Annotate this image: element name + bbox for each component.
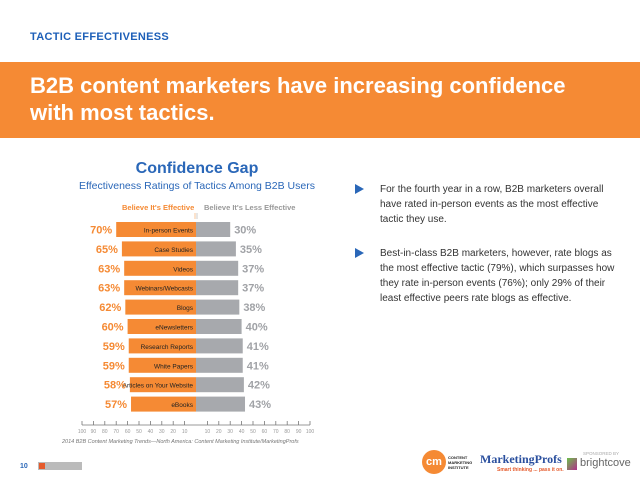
x-tick-label: 70 [113, 429, 119, 435]
bar-category-label: Videos [173, 266, 194, 273]
bar-category-label: eBooks [171, 402, 193, 409]
bar-effective [121, 241, 196, 257]
bar-category-label: Articles on Your Website [123, 383, 194, 390]
badge-icon [39, 463, 45, 469]
bar-less-effective [196, 319, 242, 334]
data-label-effective: 60% [102, 322, 124, 334]
x-tick-label: 80 [102, 429, 108, 435]
bar-category-label: Case Studies [154, 247, 193, 254]
data-label-less-effective: 35% [240, 244, 262, 256]
bar-category-label: Research Reports [141, 344, 194, 351]
marketingprofs-tagline: Smart thinking ... pass it on. [497, 467, 564, 473]
x-tick-label: 100 [78, 429, 87, 435]
bar-effective [124, 280, 196, 296]
x-tick-label: 70 [273, 429, 279, 435]
chart-title: Confidence Gap [135, 160, 259, 177]
x-tick-label: 90 [296, 429, 302, 435]
legend-effective: Believe It's Effective [122, 203, 195, 212]
bar-less-effective [196, 377, 244, 393]
bar-effective [128, 357, 196, 373]
x-tick-label: 90 [91, 429, 97, 435]
chart-subtitle: Effectiveness Ratings of Tactics Among B… [79, 180, 315, 192]
x-tick-label: 80 [284, 429, 290, 435]
data-label-effective: 59% [103, 341, 125, 353]
x-tick-label: 40 [239, 429, 245, 435]
data-label-less-effective: 41% [247, 341, 269, 353]
x-tick-label: 60 [125, 429, 131, 435]
cmi-logo-text: CONTENT MARKETING INSTITUTE [448, 455, 473, 470]
cmi-logo: cm [422, 450, 446, 474]
footer-badge [38, 462, 82, 470]
x-tick-label: 50 [250, 429, 256, 435]
bar-less-effective [196, 357, 243, 373]
bar-effective [128, 338, 196, 354]
bar-less-effective [196, 338, 243, 354]
bar-less-effective [196, 396, 246, 412]
data-label-effective: 70% [90, 225, 112, 237]
x-tick-label: 10 [205, 429, 211, 435]
bar-effective [124, 260, 196, 276]
data-label-effective: 62% [99, 302, 121, 314]
arrow-icon [355, 184, 364, 194]
x-tick-label: 30 [159, 429, 165, 435]
bullet-2: Best-in-class B2B marketers, however, ra… [355, 246, 615, 306]
bar-category-label: In-person Events [144, 228, 194, 235]
data-label-effective: 59% [103, 360, 125, 372]
bar-less-effective [196, 222, 231, 237]
arrow-icon [355, 248, 364, 258]
bar-category-label: Webinars/Webcasts [135, 286, 193, 293]
section-label: TACTIC EFFECTIVENESS [30, 31, 170, 43]
headline-banner: B2B content marketers have increasing co… [0, 62, 640, 138]
marketingprofs-logo: MarketingProfs [480, 452, 562, 466]
x-tick-label: 50 [136, 429, 142, 435]
data-label-effective: 63% [98, 263, 120, 275]
bar-category-label: eNewsletters [155, 325, 193, 332]
bullet-1: For the fourth year in a row, B2B market… [355, 182, 615, 227]
data-label-less-effective: 30% [234, 225, 256, 237]
data-label-less-effective: 37% [242, 283, 264, 295]
data-label-effective: 58% [104, 380, 126, 392]
data-label-effective: 65% [96, 244, 118, 256]
bar-less-effective [196, 241, 236, 257]
x-tick-label: 30 [227, 429, 233, 435]
x-tick-label: 100 [306, 429, 315, 435]
data-label-less-effective: 42% [248, 380, 270, 392]
bar-effective [131, 396, 196, 412]
bar-effective [127, 319, 196, 334]
bar-effective [116, 222, 196, 237]
x-tick-label: 40 [148, 429, 154, 435]
data-label-less-effective: 40% [246, 322, 268, 334]
data-label-effective: 57% [105, 399, 127, 411]
bar-effective [129, 377, 196, 393]
x-tick-label: 10 [182, 429, 188, 435]
data-label-less-effective: 37% [242, 263, 264, 275]
brightcove-logo: brightcove [580, 457, 631, 469]
x-tick-label: 20 [216, 429, 222, 435]
data-label-less-effective: 43% [249, 399, 271, 411]
data-label-less-effective: 38% [243, 302, 265, 314]
chart-source: 2014 B2B Content Marketing Trends—North … [62, 439, 299, 445]
brightcove-icon [567, 458, 577, 470]
bar-less-effective [196, 260, 239, 276]
data-label-less-effective: 41% [247, 360, 269, 372]
x-tick-label: 20 [170, 429, 176, 435]
x-tick-label: 60 [262, 429, 268, 435]
bar-effective [125, 299, 196, 315]
bar-less-effective [196, 299, 240, 315]
sponsor-label: SPONSORED BY [583, 451, 620, 456]
page-number: 10 [20, 463, 28, 470]
legend-less-effective: Believe It's Less Effective [204, 203, 296, 212]
bar-category-label: Blogs [177, 305, 194, 312]
headline: B2B content marketers have increasing co… [30, 73, 566, 125]
bar-category-label: White Papers [154, 363, 194, 370]
data-label-effective: 63% [98, 283, 120, 295]
bar-less-effective [196, 280, 239, 296]
